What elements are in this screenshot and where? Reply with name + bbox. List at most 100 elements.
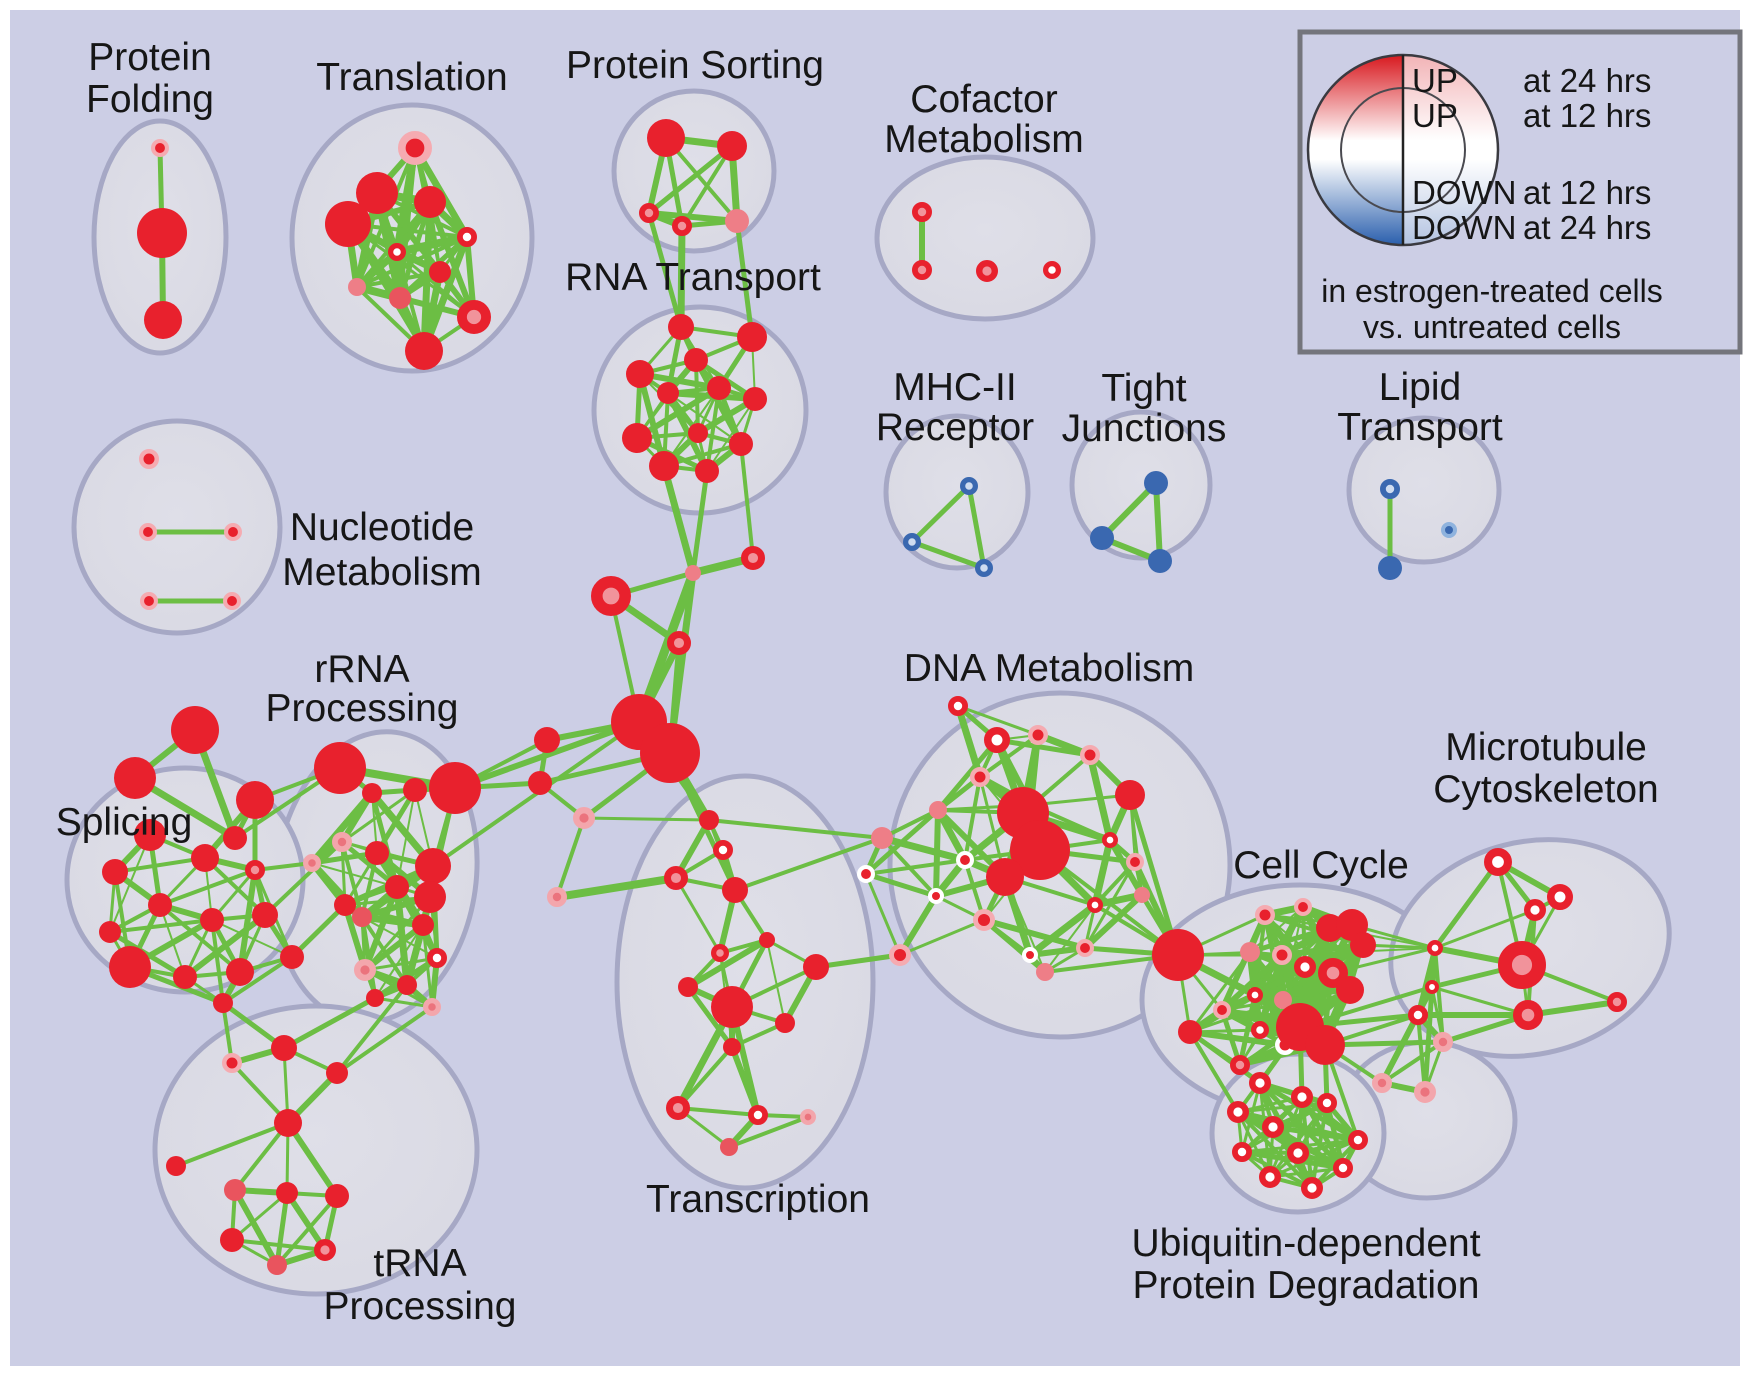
- node-sp9[interactable]: [252, 902, 278, 928]
- node-s1[interactable]: [717, 131, 747, 161]
- node-r5[interactable]: [707, 376, 731, 400]
- node-sp3[interactable]: [191, 844, 219, 872]
- node-b1[interactable]: [528, 771, 552, 795]
- node-m2[interactable]: [1523, 899, 1546, 922]
- node-cf1[interactable]: [912, 259, 933, 280]
- node-r3[interactable]: [626, 360, 654, 388]
- node-sp1[interactable]: [236, 781, 274, 819]
- node-b3[interactable]: [547, 887, 568, 908]
- node-rr2[interactable]: [403, 778, 427, 802]
- node-rr11[interactable]: [426, 948, 447, 969]
- node-nm4[interactable]: [222, 592, 241, 611]
- node-m1[interactable]: [1547, 884, 1574, 911]
- node-d1[interactable]: [1028, 725, 1048, 745]
- node-tj1[interactable]: [1090, 526, 1114, 550]
- node-r6[interactable]: [743, 387, 767, 411]
- node-tj0[interactable]: [1144, 471, 1168, 495]
- node-tn1[interactable]: [271, 1035, 297, 1061]
- node-lt2[interactable]: [1441, 522, 1457, 538]
- node-tx12[interactable]: [748, 1105, 769, 1126]
- node-r4[interactable]: [657, 382, 679, 404]
- node-t10[interactable]: [405, 332, 443, 370]
- node-tx0[interactable]: [699, 810, 719, 830]
- node-r0[interactable]: [668, 314, 694, 340]
- node-sp8[interactable]: [200, 908, 224, 932]
- node-tx10[interactable]: [723, 1038, 741, 1056]
- node-tn8[interactable]: [220, 1228, 244, 1252]
- node-m4[interactable]: [1607, 992, 1628, 1013]
- node-tn2[interactable]: [326, 1062, 348, 1084]
- node-pf0[interactable]: [150, 138, 169, 157]
- node-u8[interactable]: [1333, 1158, 1354, 1179]
- node-tx13[interactable]: [800, 1108, 817, 1125]
- node-r8[interactable]: [688, 423, 708, 443]
- node-tx6[interactable]: [678, 977, 698, 997]
- node-sp11[interactable]: [173, 965, 197, 989]
- node-u5[interactable]: [1348, 1130, 1369, 1151]
- node-d9[interactable]: [1010, 820, 1070, 880]
- node-d3[interactable]: [984, 727, 1011, 754]
- node-d16[interactable]: [928, 888, 944, 904]
- node-t1[interactable]: [356, 172, 398, 214]
- node-u1[interactable]: [1290, 1085, 1313, 1108]
- node-rr15[interactable]: [422, 997, 441, 1016]
- node-s2[interactable]: [639, 202, 660, 223]
- node-tx3[interactable]: [722, 877, 748, 903]
- node-cc7[interactable]: [1272, 945, 1292, 965]
- node-s0[interactable]: [647, 119, 685, 157]
- node-d14[interactable]: [1086, 897, 1103, 914]
- node-tn5[interactable]: [224, 1179, 246, 1201]
- node-lt0[interactable]: [1380, 478, 1401, 499]
- node-tx1[interactable]: [713, 840, 734, 861]
- node-tn10[interactable]: [267, 1255, 287, 1275]
- node-d5[interactable]: [970, 767, 990, 787]
- node-rr12[interactable]: [354, 959, 377, 982]
- node-tA[interactable]: [171, 706, 219, 754]
- node-tC[interactable]: [223, 826, 247, 850]
- node-s4[interactable]: [725, 209, 749, 233]
- node-u4[interactable]: [1261, 1115, 1284, 1138]
- node-m10[interactable]: [1372, 1073, 1393, 1094]
- node-tx11[interactable]: [665, 1095, 690, 1120]
- node-t7[interactable]: [348, 278, 366, 296]
- node-u0[interactable]: [1248, 1071, 1271, 1094]
- node-cc14[interactable]: [1250, 1020, 1269, 1039]
- node-tn4[interactable]: [166, 1156, 186, 1176]
- node-d23[interactable]: [956, 851, 975, 870]
- node-d0[interactable]: [948, 696, 969, 717]
- node-nm3[interactable]: [139, 592, 158, 611]
- node-cc2[interactable]: [1294, 898, 1313, 917]
- node-d6[interactable]: [929, 801, 947, 819]
- node-rr4[interactable]: [302, 853, 321, 872]
- node-m11[interactable]: [1413, 1080, 1436, 1103]
- node-nm2[interactable]: [223, 523, 242, 542]
- node-tx7[interactable]: [803, 954, 829, 980]
- node-d12[interactable]: [1126, 853, 1145, 872]
- node-tx8[interactable]: [711, 986, 753, 1028]
- node-r9[interactable]: [729, 432, 753, 456]
- node-t6[interactable]: [429, 261, 451, 283]
- node-mh2[interactable]: [974, 558, 993, 577]
- node-d11[interactable]: [1101, 832, 1118, 849]
- node-t5[interactable]: [387, 243, 406, 262]
- node-cc13[interactable]: [1213, 1001, 1232, 1020]
- node-m8[interactable]: [1408, 1005, 1429, 1026]
- node-rr5[interactable]: [365, 841, 389, 865]
- node-d13[interactable]: [1134, 887, 1150, 903]
- node-cf0[interactable]: [912, 201, 933, 222]
- node-cc5[interactable]: [1350, 932, 1376, 958]
- node-tx2[interactable]: [663, 865, 688, 890]
- node-rr9[interactable]: [414, 881, 446, 913]
- node-c2[interactable]: [590, 575, 631, 616]
- node-m9[interactable]: [1433, 1032, 1454, 1053]
- node-rr8[interactable]: [385, 875, 409, 899]
- node-rr7[interactable]: [352, 907, 372, 927]
- node-m3[interactable]: [1497, 941, 1546, 990]
- node-tx14[interactable]: [720, 1138, 738, 1156]
- node-sp13[interactable]: [280, 945, 304, 969]
- node-d18[interactable]: [1036, 963, 1054, 981]
- node-m6[interactable]: [1426, 940, 1443, 957]
- node-d21[interactable]: [857, 865, 876, 884]
- node-t9[interactable]: [456, 299, 491, 334]
- node-cch[interactable]: [1152, 929, 1204, 981]
